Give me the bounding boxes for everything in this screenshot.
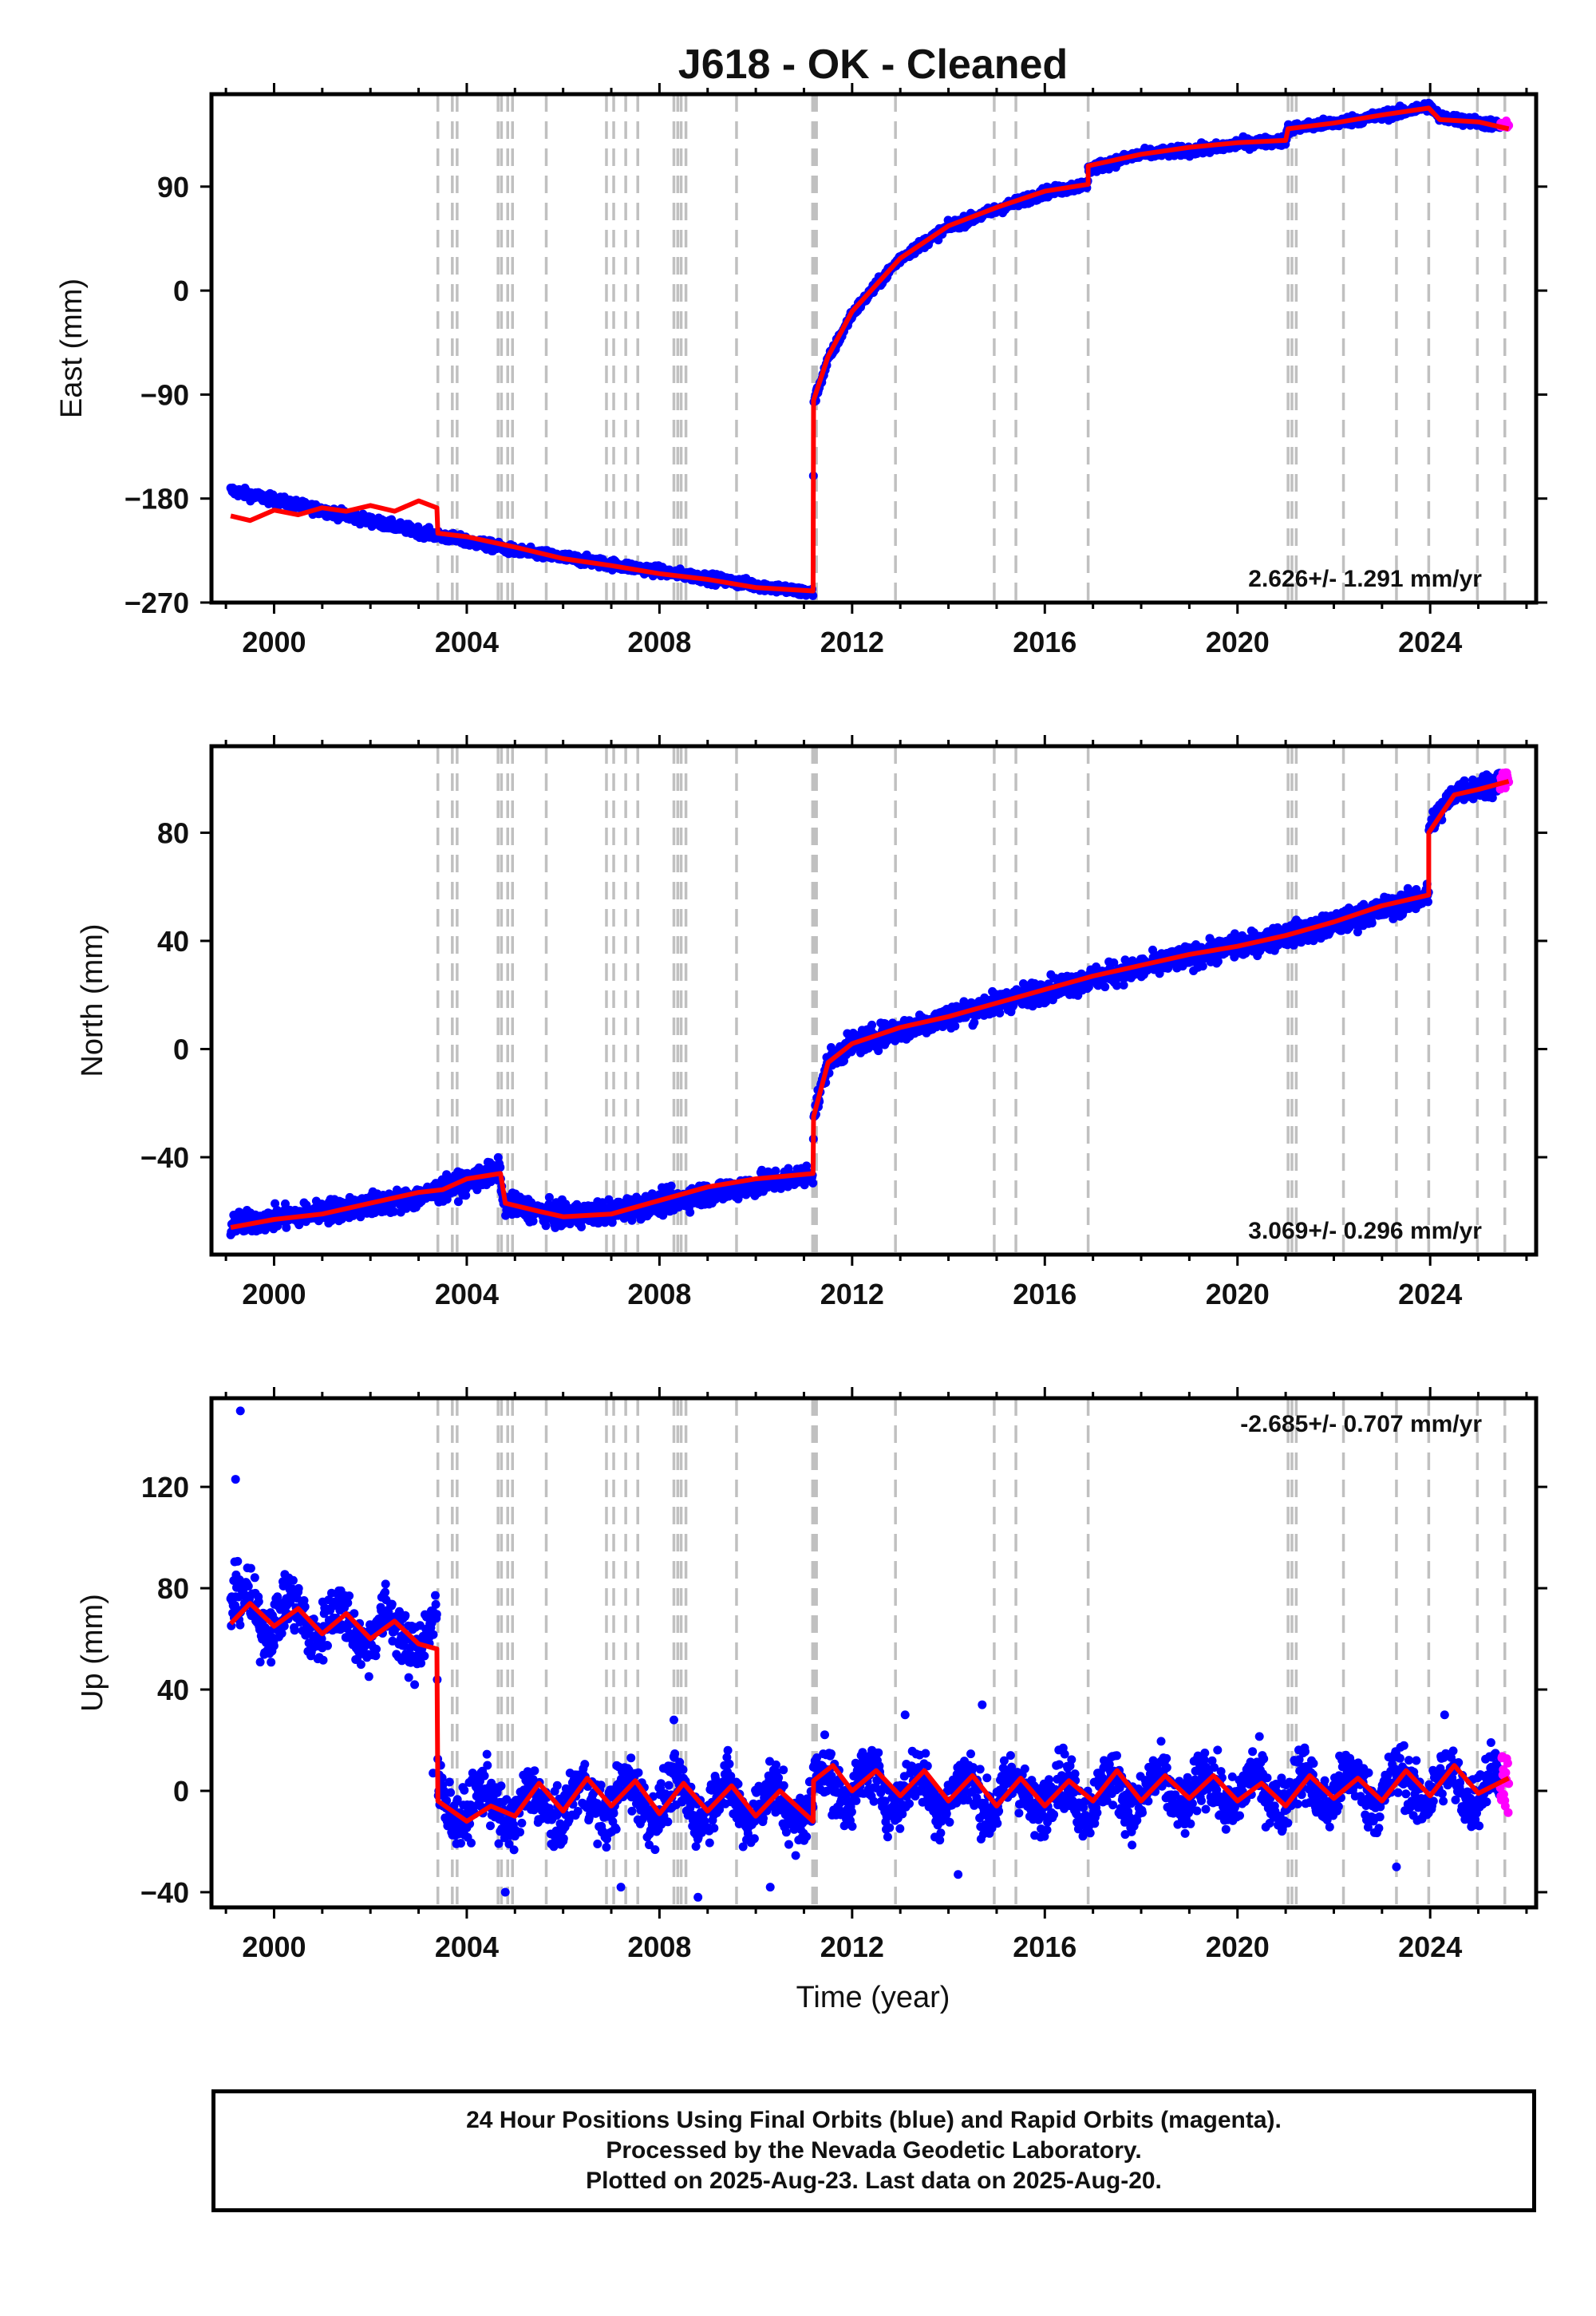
final-point: [461, 1191, 471, 1200]
x-tick-label: 2020: [1206, 626, 1270, 658]
data-points: [226, 98, 1514, 600]
y-tick-label: −180: [124, 483, 189, 516]
final-point: [1109, 958, 1119, 967]
x-tick-label: 2008: [627, 626, 691, 658]
final-point: [1112, 981, 1121, 990]
final-point: [771, 1166, 780, 1176]
east-panel: 2000 2004 2008 2012 2016 2020 2024 −270 −180 −90 0…: [55, 83, 1547, 658]
y-tick-label: 90: [157, 171, 189, 204]
final-point: [1198, 962, 1207, 971]
final-point: [1230, 929, 1239, 939]
final-point: [808, 1178, 818, 1188]
final-point: [666, 1181, 676, 1191]
final-point: [1241, 949, 1250, 958]
step-lines: [436, 94, 1507, 603]
data-points: [226, 768, 1514, 1239]
final-point: [867, 1020, 877, 1030]
final-point: [1213, 957, 1223, 966]
final-point: [802, 1161, 812, 1171]
final-point: [685, 1207, 695, 1217]
final-point: [880, 1019, 890, 1029]
final-point: [1119, 980, 1128, 990]
final-point: [577, 1222, 586, 1231]
y-tick-label: −90: [140, 378, 189, 411]
final-point: [453, 1197, 463, 1207]
y-axis-label: East (mm): [55, 279, 89, 418]
y-tick-label: 0: [173, 275, 189, 307]
x-tick-label: 2024: [1398, 626, 1462, 658]
final-point: [970, 1018, 979, 1027]
final-point: [627, 1215, 637, 1225]
rate-label: 2.626+/- 1.291 mm/yr: [1248, 566, 1482, 592]
final-point: [282, 1223, 291, 1232]
final-point: [995, 1008, 1005, 1018]
final-point: [950, 1022, 960, 1031]
final-point: [1100, 982, 1110, 992]
y-tick-label: −270: [124, 587, 189, 619]
x-tick-label: 2016: [1013, 626, 1077, 658]
final-point: [1155, 969, 1164, 978]
x-tick-label: 2004: [435, 626, 499, 658]
final-point: [808, 591, 818, 600]
final-point: [496, 1163, 505, 1172]
x-tick-label: 2012: [820, 626, 884, 658]
model-line: [230, 105, 1510, 594]
plot-frame: [209, 92, 1539, 605]
x-tick-label: 2000: [242, 626, 306, 658]
final-point: [281, 1199, 290, 1208]
page-title: J618 - OK - Cleaned: [678, 41, 1068, 88]
final-point: [544, 1192, 554, 1202]
final-point: [271, 1199, 280, 1208]
final-point: [389, 1207, 399, 1216]
north-panel: 2000 2004 2008 2012 2016 2020 2024−4004080Nort…: [76, 735, 1547, 1310]
final-point: [541, 1221, 551, 1231]
final-point: [528, 1216, 538, 1226]
